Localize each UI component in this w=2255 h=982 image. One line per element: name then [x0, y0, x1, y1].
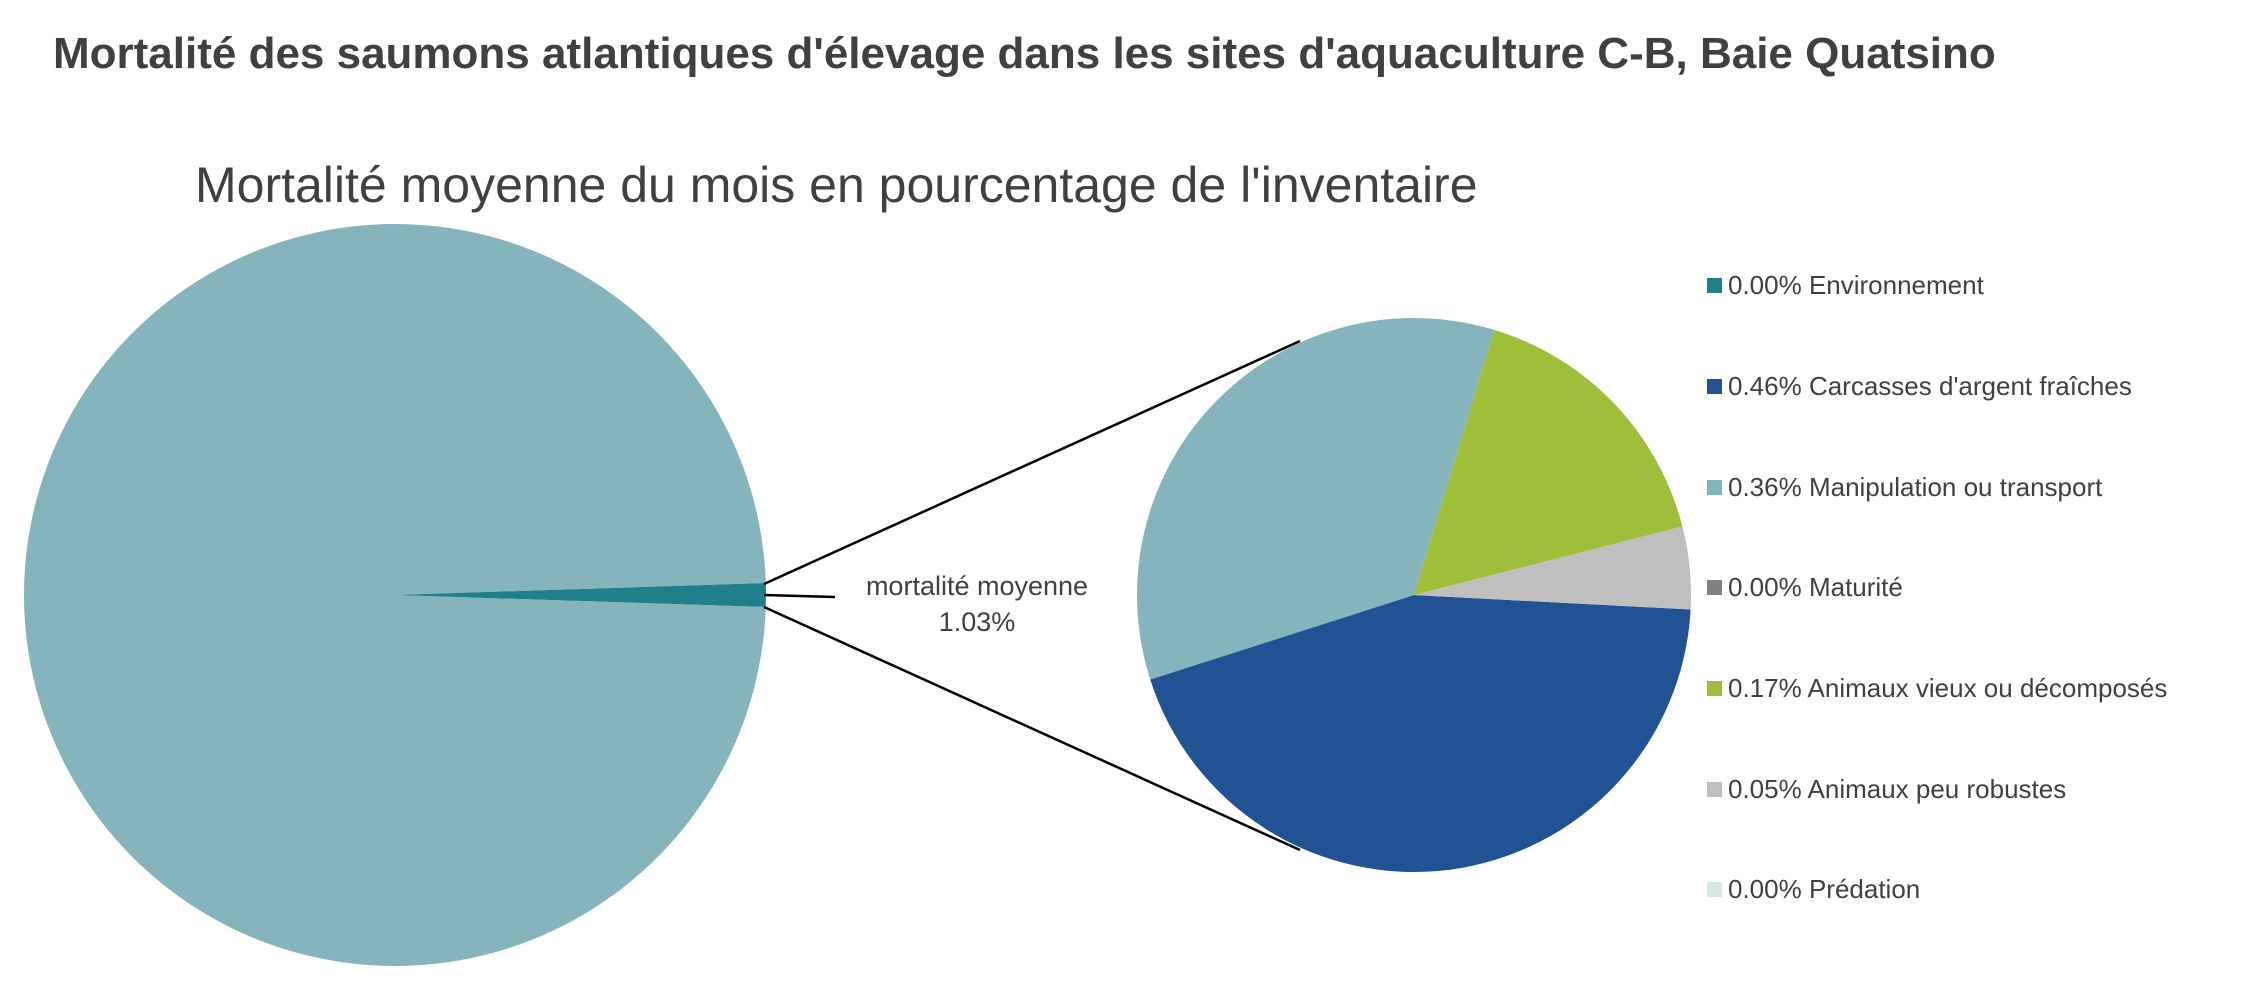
- legend-swatch: [1707, 681, 1722, 696]
- legend-swatch: [1707, 278, 1722, 293]
- main-slice-label-value: 1.03%: [938, 607, 1016, 637]
- chart-title: Mortalité des saumons atlantiques d'élev…: [53, 29, 1996, 78]
- legend-item: 0.46% Carcasses d'argent fraîches: [1707, 371, 2132, 402]
- legend-item: 0.05% Animaux peu robustes: [1707, 774, 2066, 805]
- secondary-pie-slice-5: [1414, 526, 1691, 610]
- legend-label: 0.46% Carcasses d'argent fraîches: [1728, 371, 2132, 401]
- legend-label: 0.00% Environnement: [1728, 270, 1984, 300]
- legend-label: 0.00% Prédation: [1728, 874, 1921, 904]
- label-leader-line: [763, 593, 836, 599]
- legend-item: 0.00% Environnement: [1707, 270, 1984, 301]
- secondary-pie-slice-4: [1414, 329, 1683, 595]
- legend-swatch: [1707, 480, 1722, 495]
- legend-label: 0.00% Maturité: [1728, 572, 1903, 602]
- legend-swatch: [1707, 580, 1722, 595]
- legend-label: 0.05% Animaux peu robustes: [1728, 774, 2067, 804]
- main-pie-highlighted-slice: [395, 582, 766, 608]
- legend-label: 0.36% Manipulation ou transport: [1728, 472, 2103, 502]
- legend-item: 0.00% Prédation: [1707, 874, 1920, 905]
- main-slice-label-name: mortalité moyenne: [865, 571, 1089, 601]
- legend-swatch: [1707, 379, 1722, 394]
- secondary-pie-slice-1: [1150, 595, 1691, 873]
- legend-swatch: [1707, 782, 1722, 797]
- secondary-pie-slice-2: [1137, 318, 1495, 680]
- legend-item: 0.36% Manipulation ou transport: [1707, 472, 2102, 503]
- chart-subtitle: Mortalité moyenne du mois en pourcentage…: [195, 157, 1478, 213]
- connector-line-bottom: [763, 605, 1301, 852]
- legend-swatch: [1707, 882, 1722, 897]
- main-slice-label: mortalité moyenne 1.03%: [866, 568, 1088, 640]
- connector-line-top: [763, 339, 1301, 586]
- legend-item: 0.17% Animaux vieux ou décomposés: [1707, 673, 2167, 704]
- legend-label: 0.17% Animaux vieux ou décomposés: [1728, 673, 2168, 703]
- legend-item: 0.00% Maturité: [1707, 572, 1903, 603]
- main-pie-remainder-slice: [24, 223, 766, 966]
